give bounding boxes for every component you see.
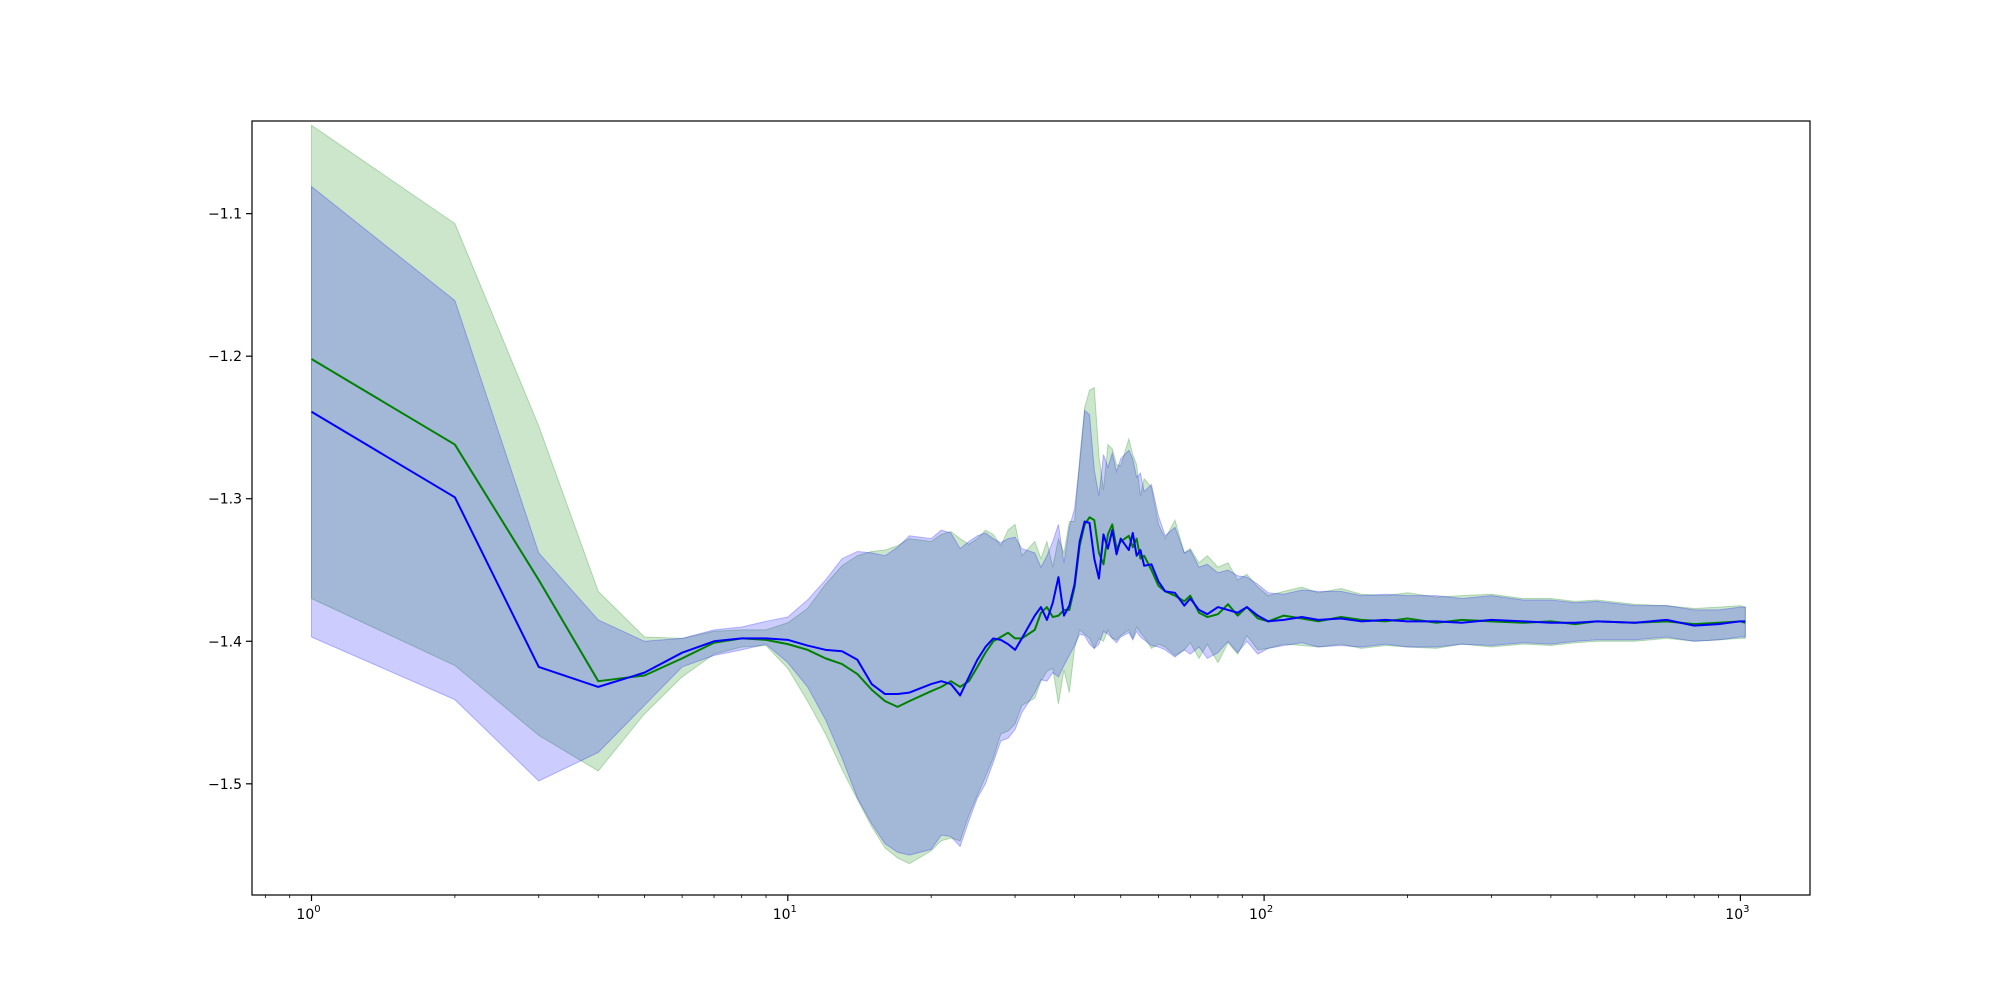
series-2-line <box>310 410 1746 697</box>
y-tick-label: −1.2 <box>208 349 242 365</box>
x-tick-label: 100 <box>296 904 320 923</box>
x-tick-label: 103 <box>1725 904 1749 923</box>
y-tick-label: −1.4 <box>208 634 242 650</box>
y-axis: −1.1 −1.2 −1.3 −1.4 −1.5 <box>208 207 252 793</box>
y-tick-label: −1.1 <box>208 207 242 223</box>
plot-area <box>310 124 1746 865</box>
series-2-band <box>311 185 1746 856</box>
plot-frame <box>251 120 1811 896</box>
x-tick-label: 102 <box>1249 904 1273 923</box>
series-1-band <box>311 124 1746 865</box>
y-tick-label: −1.5 <box>208 777 242 793</box>
x-axis: 100 101 102 103 <box>264 895 1750 923</box>
y-tick-label: −1.3 <box>208 492 242 508</box>
x-tick-label: 101 <box>773 904 797 923</box>
